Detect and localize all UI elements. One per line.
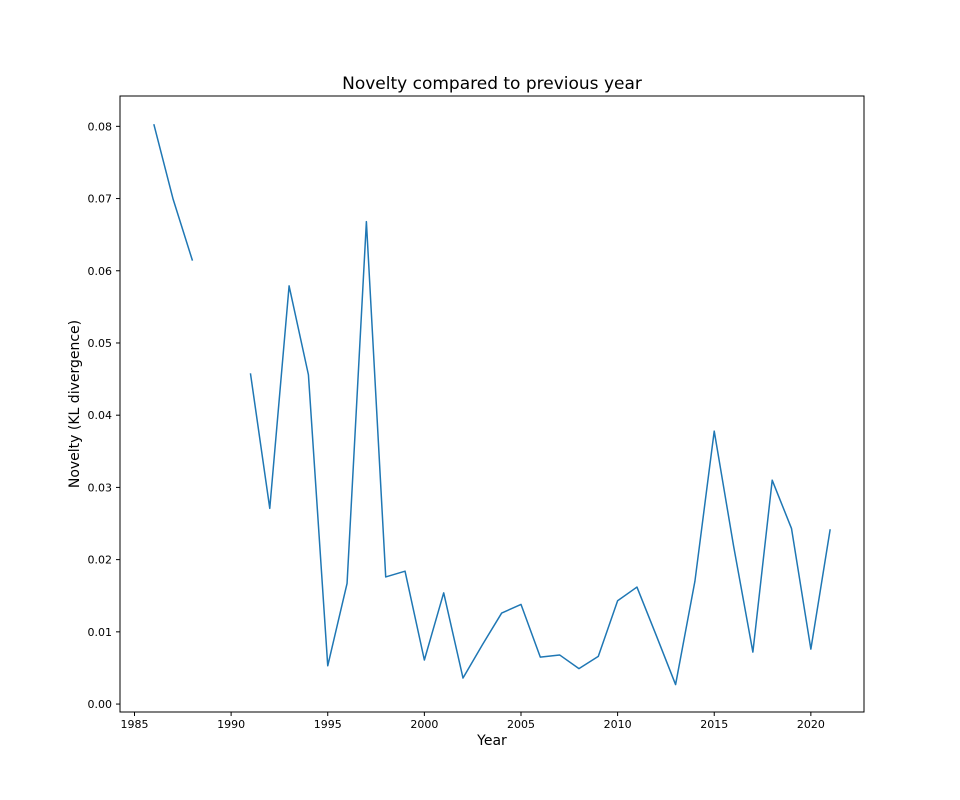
x-tick-label: 1995 [314,718,342,731]
y-tick-label: 0.06 [88,265,113,278]
y-axis-ticks: 0.00 0.01 0.02 0.03 0.04 0.05 0.06 0.07 0.08 [88,120,120,711]
x-tick-label: 2020 [797,718,825,731]
y-tick-label: 0.02 [88,554,113,567]
series-line [249,220,831,686]
plot-frame [119,95,865,713]
plot-area [153,123,831,686]
x-tick-label: 2000 [410,718,438,731]
x-tick-label: 1990 [217,718,245,731]
y-tick-label: 0.08 [88,120,113,133]
y-tick-label: 0.07 [88,193,113,206]
x-tick-label: 2005 [507,718,535,731]
x-tick-label: 2015 [700,718,728,731]
x-axis-title: Year [476,733,507,749]
y-tick-label: 0.05 [88,337,113,350]
series-line [153,123,194,261]
y-axis-title: Novelty (KL divergence) [67,320,83,488]
y-tick-label: 0.04 [88,409,113,422]
y-tick-label: 0.00 [88,698,113,711]
x-axis-ticks: 1985 1990 1995 2000 2005 2010 2015 2020 [120,712,825,731]
y-tick-label: 0.03 [88,481,113,494]
y-tick-label: 0.01 [88,626,113,639]
x-tick-label: 2010 [604,718,632,731]
x-tick-label: 1985 [120,718,148,731]
chart-title: Novelty compared to previous year [342,74,642,94]
